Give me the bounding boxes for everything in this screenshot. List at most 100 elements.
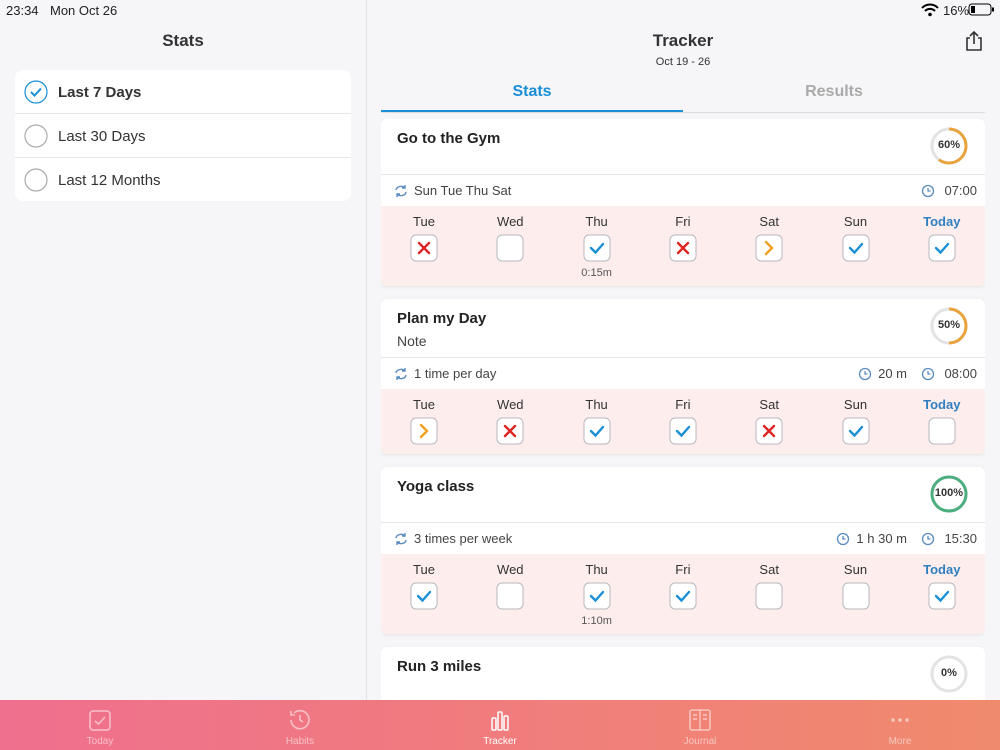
check-mark: [848, 425, 863, 438]
status-check[interactable]: [669, 582, 697, 610]
status-check[interactable]: [928, 234, 956, 262]
day-label: Fri: [675, 397, 691, 412]
tab-label[interactable]: More: [888, 736, 912, 747]
status-x[interactable]: [669, 234, 697, 262]
status-check[interactable]: [410, 582, 438, 610]
status-skip[interactable]: [410, 417, 438, 445]
checkbox: [496, 582, 524, 610]
tab-label[interactable]: Habits: [285, 736, 315, 747]
more-dot: [898, 718, 902, 722]
segment-tabs: Stats Results: [381, 78, 985, 113]
radio-check: [30, 87, 42, 97]
tab-label[interactable]: Today: [86, 736, 114, 747]
check-mark: [934, 590, 949, 603]
day-label: Fri: [675, 214, 691, 229]
reminder-time: 15:30: [944, 531, 977, 546]
ring-progress: [930, 307, 968, 345]
status-x[interactable]: [496, 417, 524, 445]
tab-icon[interactable]: [486, 706, 514, 734]
repeat-glyph: [395, 533, 407, 545]
x-mark: [676, 241, 690, 255]
status-x[interactable]: [410, 234, 438, 262]
progress-label: 0%: [941, 667, 957, 679]
radio-ring: [24, 80, 48, 104]
range-label: Last 12 Months: [58, 172, 161, 189]
ring-track: [930, 655, 968, 693]
status-check[interactable]: [928, 582, 956, 610]
status-empty[interactable]: [496, 234, 524, 262]
x-mark: [504, 424, 517, 438]
tab-icon[interactable]: [86, 706, 114, 734]
status-check[interactable]: [583, 417, 611, 445]
range-option[interactable]: Last 7 Days: [15, 70, 351, 113]
habit-card[interactable]: Yoga class 100% 3 times per week 15:30 1 h 3…: [381, 467, 985, 634]
progress-label: 100%: [934, 487, 964, 499]
clock-icon: [921, 532, 935, 546]
check-mark: [675, 425, 691, 438]
habit-card[interactable]: Go to the Gym 60% Sun Tue Thu Sat 07:00 Tue W…: [381, 119, 985, 286]
status-empty[interactable]: [928, 417, 956, 445]
status-empty[interactable]: [842, 582, 870, 610]
clock-icon-hands: [927, 536, 931, 540]
tab-icon[interactable]: [286, 706, 314, 734]
battery-label: 16%: [943, 3, 970, 18]
radio: [24, 124, 48, 148]
timer-icon-face: [837, 532, 850, 546]
skip-mark: [764, 240, 774, 256]
timer-icon: [858, 367, 872, 381]
checkbox: [842, 582, 869, 610]
status-empty[interactable]: [496, 582, 524, 610]
status-skip[interactable]: [755, 234, 783, 262]
repeat-icon: [395, 185, 407, 197]
day-label: Thu: [585, 397, 608, 412]
status-x[interactable]: [755, 417, 783, 445]
repeat-icon: [395, 533, 407, 545]
checkbox: [410, 417, 438, 445]
status-check[interactable]: [669, 417, 697, 445]
check-mark: [848, 242, 863, 255]
day-label: Sat: [759, 562, 779, 577]
tab-label[interactable]: Journal: [683, 736, 717, 747]
tab[interactable]: Results: [805, 83, 863, 100]
day-label: Today: [923, 397, 961, 412]
tab-icon[interactable]: [686, 706, 714, 734]
checkbox: [496, 234, 524, 262]
skip-mark: [419, 423, 429, 439]
share-button[interactable]: [963, 30, 985, 52]
status-check[interactable]: [583, 582, 611, 610]
status-check[interactable]: [842, 234, 870, 262]
day-label: Wed: [497, 562, 524, 577]
range-option[interactable]: Last 12 Months: [15, 157, 351, 201]
progress-ring: [930, 655, 968, 693]
clock-icon: [921, 184, 935, 198]
status-check[interactable]: [842, 417, 870, 445]
tab-icon[interactable]: [886, 706, 914, 734]
header-subtitle: Oct 19 - 26: [655, 56, 711, 68]
range-option[interactable]: Last 30 Days: [15, 113, 351, 157]
history: [290, 709, 310, 730]
status-empty[interactable]: [755, 582, 783, 610]
calendar-check: [94, 716, 106, 726]
habit-name: Go to the Gym: [397, 130, 501, 147]
tab[interactable]: Stats: [512, 83, 552, 100]
habit-card[interactable]: Plan my Day Note 50% 1 time per day 08:00 20 …: [381, 299, 985, 454]
chart-bar: [491, 717, 497, 731]
habit-name: Run 3 miles: [397, 658, 482, 675]
status-check[interactable]: [583, 234, 611, 262]
checkbox: [583, 234, 611, 262]
day-label: Sat: [759, 397, 779, 412]
check-mark: [934, 242, 949, 255]
habit-card[interactable]: Run 3 miles 0%: [381, 647, 985, 700]
tab-indicator: [381, 110, 683, 112]
checkbox: [583, 417, 611, 445]
clock-icon-face: [921, 184, 935, 198]
timer-icon-hands: [842, 536, 846, 540]
day-label: Today: [923, 214, 961, 229]
day-extra: 1:10m: [581, 615, 612, 627]
checkbox: [842, 417, 869, 445]
repeat-icon: [395, 368, 407, 380]
check-mark: [589, 242, 604, 255]
tab-label[interactable]: Tracker: [483, 736, 517, 747]
header-title: Tracker: [652, 31, 714, 50]
habit-note: Note: [397, 333, 427, 349]
